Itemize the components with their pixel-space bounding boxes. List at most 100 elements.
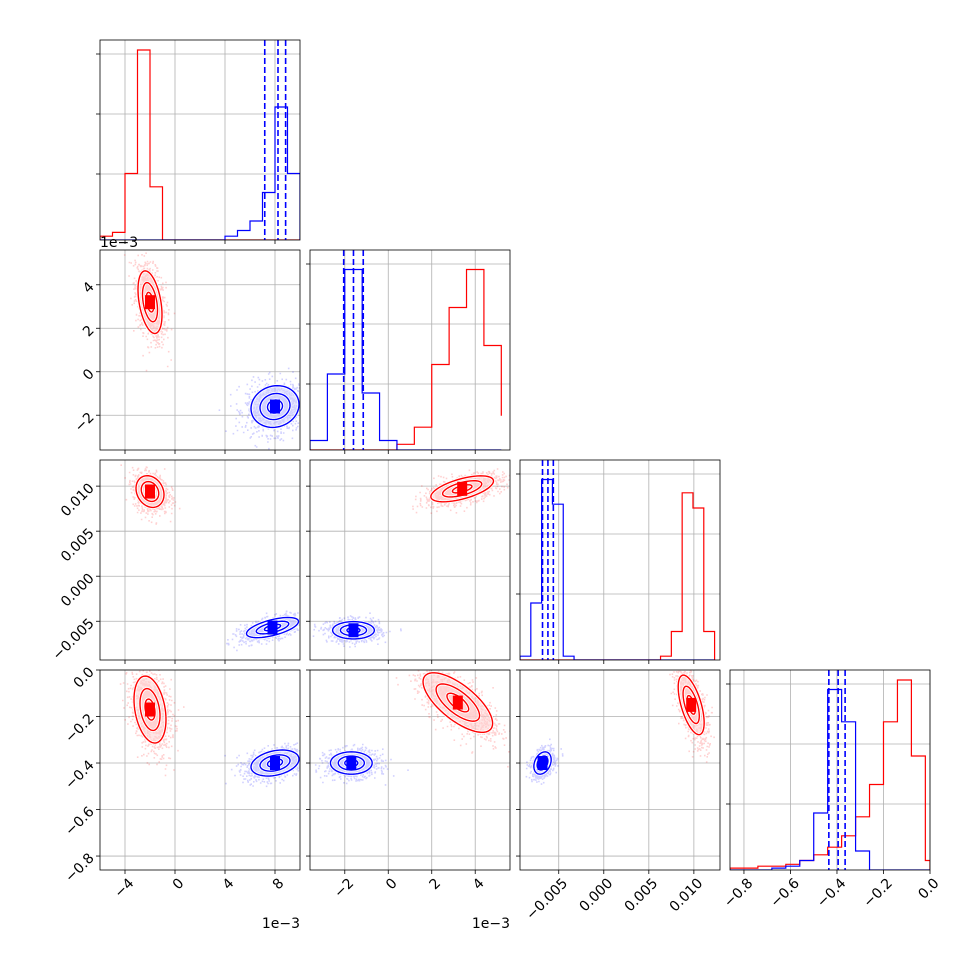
x-tick-label: 0.010 — [667, 875, 707, 915]
contour-line — [331, 620, 376, 640]
x-tick-label: 8 — [270, 875, 288, 893]
x-tick-label: 0 — [170, 875, 188, 893]
histogram-blue — [100, 106, 300, 240]
contour-line — [259, 392, 291, 421]
histogram-blue — [730, 688, 930, 870]
y-tick-label: 0.010 — [58, 480, 98, 520]
density-peak — [686, 697, 697, 712]
contour-line — [259, 754, 291, 772]
contour-line — [446, 692, 470, 713]
y-tick-label: 0.005 — [58, 526, 98, 566]
x-tick-label: 0 — [383, 875, 401, 893]
y-tick-label: 2 — [80, 323, 98, 341]
scatter-panel — [525, 670, 715, 785]
contour-line — [430, 475, 495, 503]
histogram-red — [310, 268, 502, 450]
density-peak — [270, 399, 280, 414]
contour-line — [250, 384, 300, 429]
contour-line — [337, 755, 366, 771]
histogram-red — [730, 679, 930, 870]
grid-lines — [730, 670, 931, 870]
panel-frame — [99, 249, 301, 451]
histogram-blue — [310, 268, 502, 450]
y-tick-label: −0.005 — [50, 616, 98, 664]
density-peak — [452, 695, 463, 710]
panel-frame — [519, 669, 721, 871]
contour-line — [140, 480, 160, 503]
grid-lines — [310, 250, 510, 450]
density-peak — [145, 702, 155, 717]
scatter-panel — [123, 252, 300, 450]
contour-line — [339, 624, 368, 637]
x-tick-label: −0.005 — [523, 875, 571, 923]
histogram-red — [520, 492, 716, 660]
histogram-panel — [100, 40, 300, 240]
y-tick-label: −2 — [72, 410, 98, 436]
contour-line — [441, 480, 483, 498]
y-tick-label: 0.000 — [58, 571, 98, 611]
density-peak — [145, 484, 155, 499]
contour-line — [139, 687, 161, 732]
histogram-panel — [730, 670, 930, 870]
x-offset-label: 1e−3 — [472, 916, 510, 932]
panel-frame — [99, 39, 301, 241]
x-tick-label: 0.005 — [622, 875, 662, 915]
x-tick-label: 4 — [470, 875, 488, 893]
panel-frame — [309, 249, 511, 451]
contour-line — [422, 672, 494, 734]
y-offset-label: 1e−3 — [100, 235, 138, 251]
x-tick-label: −0.6 — [768, 875, 803, 910]
panel-frame — [309, 669, 511, 871]
x-offset-label: 1e−3 — [262, 916, 300, 932]
contour-line — [435, 683, 481, 722]
panel-frame — [519, 459, 721, 661]
x-tick-label: 0.000 — [577, 875, 617, 915]
scatter-panel — [314, 670, 510, 786]
contour-line — [133, 675, 167, 744]
x-tick-label: −0.2 — [861, 875, 896, 910]
density-peak — [346, 756, 357, 771]
contour-line — [250, 749, 300, 777]
scatter-panel — [312, 468, 510, 648]
contour-line — [135, 474, 165, 509]
x-tick-label: −0.4 — [814, 875, 849, 910]
density-peak — [457, 481, 468, 496]
histogram-panel — [310, 250, 502, 450]
y-tick-label: 4 — [80, 279, 98, 297]
histogram-panel — [520, 460, 716, 660]
density-peak — [348, 623, 359, 638]
x-tick-label: 0.0 — [915, 875, 942, 902]
panel-frame — [99, 459, 301, 661]
y-tick-label: 0 — [80, 366, 98, 384]
y-tick-label: −0.6 — [62, 804, 97, 839]
scatter-panel — [119, 670, 300, 788]
contour-line — [255, 620, 290, 635]
grid-lines — [100, 40, 300, 240]
contour-line — [137, 270, 163, 335]
y-tick-label: −0.8 — [62, 850, 97, 885]
panel-frame — [729, 669, 931, 871]
density-peak — [537, 756, 548, 771]
contour-line — [682, 685, 700, 725]
y-tick-label: 0.0 — [71, 664, 98, 691]
scatter-panel — [120, 464, 300, 652]
density-peak — [267, 620, 278, 635]
x-tick-label: −2 — [331, 875, 357, 901]
contour-line — [533, 751, 552, 775]
panel-frame — [309, 459, 511, 661]
panel-frame — [99, 669, 301, 871]
x-tick-label: 2 — [427, 875, 445, 893]
histogram-red — [100, 49, 300, 240]
contour-line — [329, 751, 373, 775]
y-tick-label: −0.4 — [62, 757, 97, 792]
contour-line — [677, 674, 705, 736]
histogram-blue — [520, 478, 715, 660]
x-tick-label: 4 — [220, 875, 238, 893]
contour-line — [141, 281, 159, 323]
grid-lines — [520, 460, 720, 660]
x-tick-label: −4 — [112, 875, 138, 901]
contour-line — [245, 616, 300, 639]
density-peak — [145, 295, 155, 310]
y-tick-label: −0.2 — [62, 711, 97, 746]
